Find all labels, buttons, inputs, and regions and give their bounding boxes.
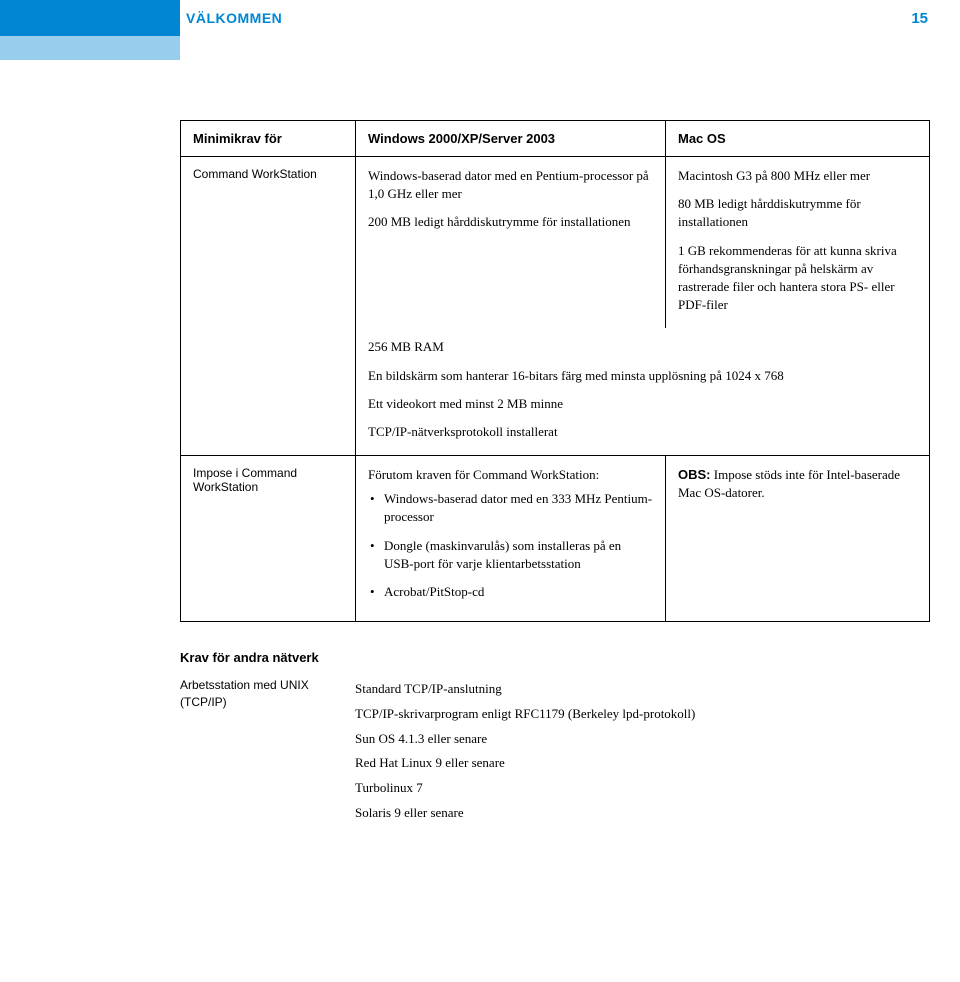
text-tcpip: TCP/IP-nätverksprotokoll installerat xyxy=(368,423,917,441)
text-impose-intro: Förutom kraven för Command WorkStation: xyxy=(368,466,653,484)
text-win-b: 200 MB ledigt hårddiskutrymme för instal… xyxy=(368,213,653,231)
text-mac-a: Macintosh G3 på 800 MHz eller mer xyxy=(678,167,917,185)
page-content: Minimikrav för Windows 2000/XP/Server 20… xyxy=(0,60,960,855)
header-subbar xyxy=(0,36,960,60)
header-title: VÄLKOMMEN xyxy=(180,10,282,26)
other-line: Red Hat Linux 9 eller senare xyxy=(355,751,930,776)
th-macos: Mac OS xyxy=(666,121,930,157)
cell-impose-win: Förutom kraven för Command WorkStation: … xyxy=(356,456,666,622)
row-label-impose: Impose i Command WorkStation xyxy=(181,456,356,622)
other-networks-heading: Krav för andra nätverk xyxy=(180,650,930,665)
list-item: Acrobat/PitStop-cd xyxy=(368,583,653,601)
th-windows: Windows 2000/XP/Server 2003 xyxy=(356,121,666,157)
cell-shared-reqs: 256 MB RAM En bildskärm som hanterar 16-… xyxy=(356,328,930,455)
page-number: 15 xyxy=(911,10,960,27)
text-win-a: Windows-baserad dator med en Pentium-pro… xyxy=(368,167,653,203)
row-label-empty xyxy=(181,328,356,455)
header-blue-block xyxy=(0,0,180,36)
other-label: Arbetsstation med UNIX (TCP/IP) xyxy=(180,677,355,825)
cell-impose-mac: OBS: Impose stöds inte för Intel-baserad… xyxy=(666,456,930,622)
other-networks-row: Arbetsstation med UNIX (TCP/IP) Standard… xyxy=(180,677,930,825)
table-row: Impose i Command WorkStation Förutom kra… xyxy=(181,456,930,622)
list-item: Windows-baserad dator med en 333 MHz Pen… xyxy=(368,490,653,526)
text-video: Ett videokort med minst 2 MB minne xyxy=(368,395,917,413)
obs-text: Impose stöds inte för Intel-baserade Mac… xyxy=(678,467,900,500)
other-line: Sun OS 4.1.3 eller senare xyxy=(355,727,930,752)
other-line: Solaris 9 eller senare xyxy=(355,801,930,826)
other-line: Standard TCP/IP-anslutning xyxy=(355,677,930,702)
text-display: En bildskärm som hanterar 16-bitars färg… xyxy=(368,367,917,385)
table-row: 256 MB RAM En bildskärm som hanterar 16-… xyxy=(181,328,930,455)
cell-win-processor: Windows-baserad dator med en Pentium-pro… xyxy=(356,157,666,329)
th-minimikrav: Minimikrav för xyxy=(181,121,356,157)
requirements-table: Minimikrav för Windows 2000/XP/Server 20… xyxy=(180,120,930,622)
list-item: Dongle (maskinvarulås) som installeras p… xyxy=(368,537,653,573)
header-bar: VÄLKOMMEN 15 xyxy=(0,0,960,36)
impose-bullets: Windows-baserad dator med en 333 MHz Pen… xyxy=(368,490,653,601)
obs-label: OBS: xyxy=(678,467,711,482)
text-ram: 256 MB RAM xyxy=(368,338,917,356)
text-impose-mac-note: OBS: Impose stöds inte för Intel-baserad… xyxy=(678,466,917,502)
row-label-cws: Command WorkStation xyxy=(181,157,356,329)
other-body: Standard TCP/IP-anslutning TCP/IP-skriva… xyxy=(355,677,930,825)
text-mac-c: 1 GB rekommenderas för att kunna skriva … xyxy=(678,242,917,315)
header-light-block xyxy=(0,36,180,60)
table-header-row: Minimikrav för Windows 2000/XP/Server 20… xyxy=(181,121,930,157)
text-mac-b: 80 MB ledigt hårddiskutrymme för install… xyxy=(678,195,917,231)
cell-mac-processor: Macintosh G3 på 800 MHz eller mer 80 MB … xyxy=(666,157,930,329)
other-line: TCP/IP-skrivarprogram enligt RFC1179 (Be… xyxy=(355,702,930,727)
table-row: Command WorkStation Windows-baserad dato… xyxy=(181,157,930,329)
other-line: Turbolinux 7 xyxy=(355,776,930,801)
